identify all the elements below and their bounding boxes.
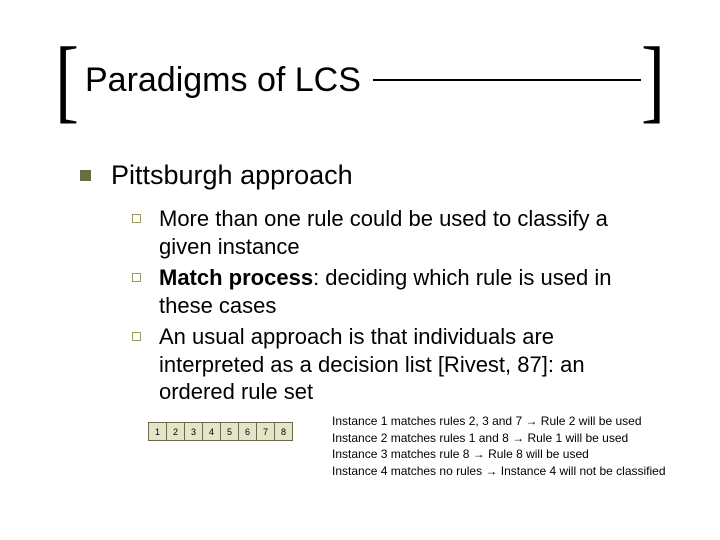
section-heading: Pittsburgh approach [111,160,353,191]
list-item: Match process: deciding which rule is us… [132,264,660,319]
rule-cell: 3 [184,422,203,441]
instance-line: Instance 4 matches no rules → Instance 4… [332,464,670,480]
hollow-square-bullet-icon [132,273,141,282]
bullet-text: An usual approach is that individuals ar… [159,323,660,406]
hollow-square-bullet-icon [132,332,141,341]
bullet-bold: Match process [159,265,313,290]
instance-line: Instance 3 matches rule 8 → Rule 8 will … [332,447,670,463]
subbullets: More than one rule could be used to clas… [132,205,660,406]
instance-line: Instance 1 matches rules 2, 3 and 7 → Ru… [332,414,670,430]
square-bullet-icon [80,170,91,181]
bracket-left-icon: [ [55,47,79,113]
rule-cell: 4 [202,422,221,441]
rule-cell: 6 [238,422,257,441]
rule-cell: 1 [148,422,167,441]
list-item: An usual approach is that individuals ar… [132,323,660,406]
rule-cell: 5 [220,422,239,441]
instance-line: Instance 2 matches rules 1 and 8 → Rule … [332,431,670,447]
slide-body: Pittsburgh approach More than one rule c… [80,160,660,410]
rule-cell: 7 [256,422,275,441]
rule-cell: 8 [274,422,293,441]
title-bar: [ Paradigms of LCS ] [55,55,665,105]
bullet-text: More than one rule could be used to clas… [159,205,660,260]
bullet-text: Match process: deciding which rule is us… [159,264,660,319]
rule-list-table: 1 2 3 4 5 6 7 8 [148,422,292,441]
bracket-right-icon: ] [641,47,665,113]
title-rule-line [373,79,641,81]
list-item: More than one rule could be used to clas… [132,205,660,260]
section-item: Pittsburgh approach [80,160,660,191]
slide-title: Paradigms of LCS [85,61,361,100]
hollow-square-bullet-icon [132,214,141,223]
instance-examples: Instance 1 matches rules 2, 3 and 7 → Ru… [332,414,670,480]
rule-cell: 2 [166,422,185,441]
